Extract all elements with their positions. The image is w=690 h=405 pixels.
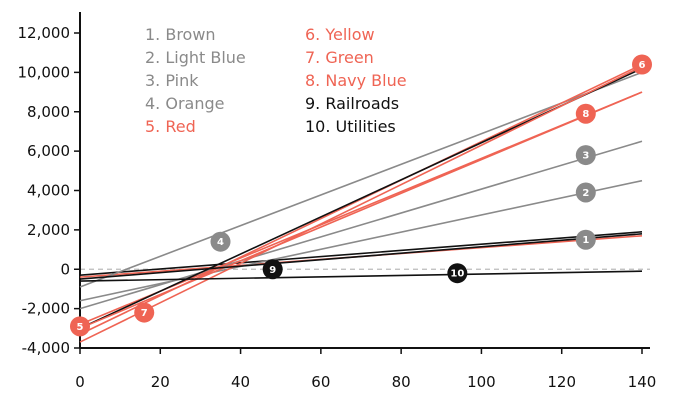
series-line-10 — [79, 270, 643, 282]
x-tick-label: 100 — [467, 373, 496, 391]
series-line-1 — [79, 231, 643, 276]
y-tick-label: 0 — [60, 260, 70, 278]
x-tick-label: 20 — [151, 373, 170, 391]
x-tick-label: 0 — [75, 373, 85, 391]
series-line-9 — [79, 233, 643, 280]
series-markers: 1 2 3 4 5 6 7 8 9 10 — [70, 54, 652, 337]
series-marker-label-1: 1 — [582, 235, 589, 246]
legend-entry-3: 3. Pink — [145, 71, 199, 90]
series-line-3 — [79, 140, 643, 310]
legend-entry-7: 7. Green — [305, 48, 374, 67]
series-marker-label-8: 8 — [582, 109, 589, 120]
series-marker-4 — [210, 231, 231, 252]
legend-entry-10: 10. Utilities — [305, 117, 396, 136]
series-marker-6 — [632, 54, 652, 75]
y-tick-label: 4,000 — [27, 182, 70, 200]
series-marker-label-3: 3 — [582, 151, 589, 162]
series-marker-5 — [70, 316, 90, 337]
series-line-4 — [79, 71, 643, 288]
series-marker-9 — [262, 259, 283, 280]
legend-entry-5: 5. Red — [145, 117, 196, 136]
x-tick-label: 40 — [231, 373, 250, 391]
y-tick-label: 12,000 — [18, 24, 71, 42]
y-tick-label: -2,000 — [22, 300, 70, 318]
legend-entry-1: 1. Brown — [145, 25, 216, 44]
y-tick-label: 2,000 — [27, 221, 70, 239]
series-marker-label-7: 7 — [141, 308, 148, 319]
series-marker-label-9: 9 — [269, 265, 276, 276]
series-marker-7 — [134, 302, 155, 323]
legend-entry-4: 4. Orange — [145, 94, 224, 113]
series-marker-2 — [575, 182, 596, 203]
y-tick-label: -4,000 — [22, 339, 70, 357]
x-tick-label: 60 — [311, 373, 330, 391]
series-lines — [79, 63, 643, 343]
series-marker-8 — [575, 103, 596, 124]
series-marker-label-10: 10 — [450, 269, 464, 280]
series-marker-3 — [575, 145, 596, 166]
series-marker-1 — [575, 229, 596, 250]
series-marker-label-4: 4 — [217, 237, 224, 248]
y-tick-label: 10,000 — [18, 63, 71, 81]
x-tick-label: 120 — [547, 373, 576, 391]
series-marker-10 — [447, 263, 468, 284]
series-line-8 — [79, 91, 643, 330]
legend-entry-2: 2. Light Blue — [145, 48, 246, 67]
y-tick-label: 6,000 — [27, 142, 70, 160]
legend-entry-9: 9. Railroads — [305, 94, 399, 113]
series-marker-label-6: 6 — [639, 60, 646, 71]
series-marker-label-5: 5 — [77, 322, 84, 333]
series-marker-label-2: 2 — [582, 188, 589, 199]
y-tick-label: 8,000 — [27, 103, 70, 121]
legend-entry-8: 8. Navy Blue — [305, 71, 407, 90]
x-tick-label: 80 — [392, 373, 411, 391]
series-line-7 — [79, 65, 643, 343]
legend-entry-6: 6. Yellow — [305, 25, 375, 44]
x-tick-label: 140 — [628, 373, 657, 391]
axes: 12,000 10,000 8,000 6,000 4,000 2,000 0 -2,000 -… — [18, 12, 657, 391]
legend: 1. Brown 2. Light Blue 3. Pink 4. Orange 5. … — [145, 25, 407, 136]
